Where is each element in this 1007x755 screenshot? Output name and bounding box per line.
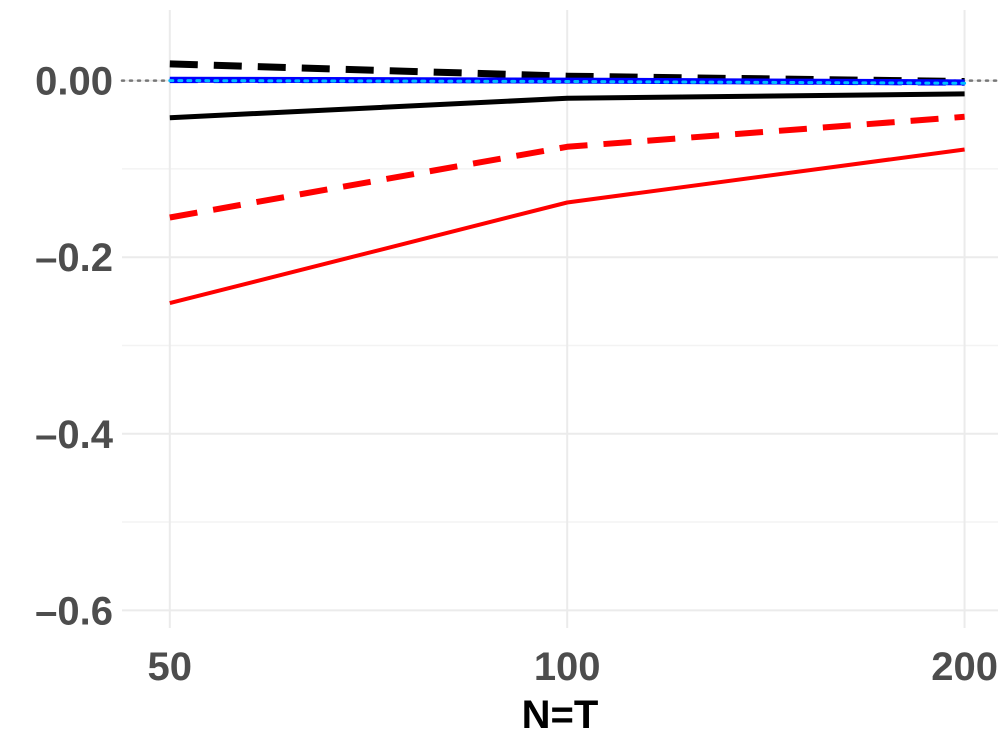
x-tick-label: 200 xyxy=(931,645,998,689)
y-tick-label: 0.00 xyxy=(35,60,113,104)
series-layer xyxy=(168,60,967,306)
series-line-3 xyxy=(169,113,965,221)
x-tick-label: 100 xyxy=(534,645,601,689)
y-tick-label: –0.4 xyxy=(35,413,114,457)
series-line-4 xyxy=(169,147,965,306)
series-line-7 xyxy=(168,79,967,85)
x-tick-label: 50 xyxy=(148,645,193,689)
y-tick-labels: 0.00 –0.2 –0.4 –0.6 xyxy=(35,60,114,634)
x-tick-labels: 50 100 200 xyxy=(148,645,998,689)
grid xyxy=(122,10,998,628)
y-tick-label: –0.2 xyxy=(35,236,113,280)
series-line-2 xyxy=(169,91,965,121)
y-tick-label: –0.6 xyxy=(35,589,113,633)
x-axis-title: N=T xyxy=(522,693,599,737)
